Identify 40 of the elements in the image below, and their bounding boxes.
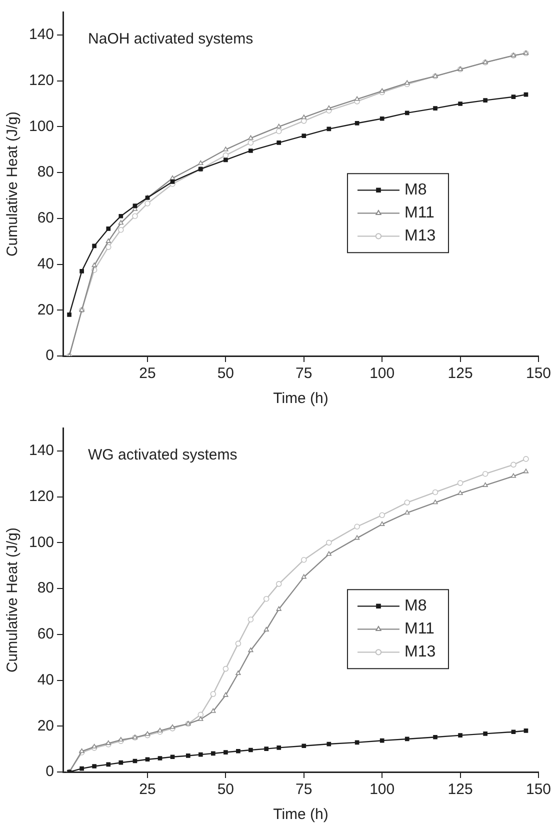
y-tick-label: 80 bbox=[37, 580, 54, 597]
legend-label: M11 bbox=[404, 204, 435, 222]
x-axis-title: Time (h) bbox=[273, 390, 328, 408]
y-tick-label: 40 bbox=[37, 671, 54, 688]
legend-label: M8 bbox=[404, 598, 427, 615]
annotation: WG activated systems bbox=[88, 446, 238, 464]
x-tick-label: 150 bbox=[526, 365, 551, 382]
y-tick-label: 140 bbox=[28, 26, 54, 44]
y-tick-label: 100 bbox=[28, 534, 54, 551]
legend-label: M11 bbox=[404, 620, 435, 638]
x-tick-label: 150 bbox=[526, 781, 551, 798]
y-tick-label: 100 bbox=[28, 118, 54, 135]
x-tick-label: 125 bbox=[448, 365, 473, 382]
x-tick-label: 100 bbox=[370, 365, 395, 382]
legend-label: M13 bbox=[404, 644, 436, 661]
y-tick-label: 120 bbox=[28, 488, 54, 505]
legend-label: M8 bbox=[404, 182, 427, 199]
x-tick-label: 50 bbox=[217, 781, 234, 798]
y-tick-label: 20 bbox=[37, 301, 54, 318]
x-axis-title: Time (h) bbox=[273, 806, 328, 824]
y-tick-label: 0 bbox=[46, 763, 54, 780]
x-tick-label: 100 bbox=[370, 781, 395, 798]
x-tick-label: 125 bbox=[448, 781, 473, 798]
y-tick-label: 60 bbox=[37, 626, 54, 643]
y-tick-label: 80 bbox=[37, 164, 54, 181]
x-tick-label: 75 bbox=[296, 365, 312, 382]
legend-label: M13 bbox=[404, 228, 436, 245]
y-tick-label: 40 bbox=[37, 255, 54, 272]
x-tick-label: 50 bbox=[217, 365, 234, 382]
y-axis-title: Cumulative Heat (J/g) bbox=[4, 111, 22, 257]
x-tick-label: 75 bbox=[296, 781, 312, 798]
x-tick-label: 25 bbox=[139, 365, 156, 382]
y-tick-label: 20 bbox=[37, 717, 54, 734]
annotation: NaOH activated systems bbox=[88, 30, 254, 48]
x-tick-label: 25 bbox=[139, 781, 156, 798]
y-tick-label: 120 bbox=[28, 72, 54, 89]
y-axis-title: Cumulative Heat (J/g) bbox=[4, 527, 22, 673]
y-tick-label: 0 bbox=[46, 347, 54, 364]
y-tick-label: 140 bbox=[28, 442, 54, 460]
y-tick-label: 60 bbox=[37, 210, 54, 227]
